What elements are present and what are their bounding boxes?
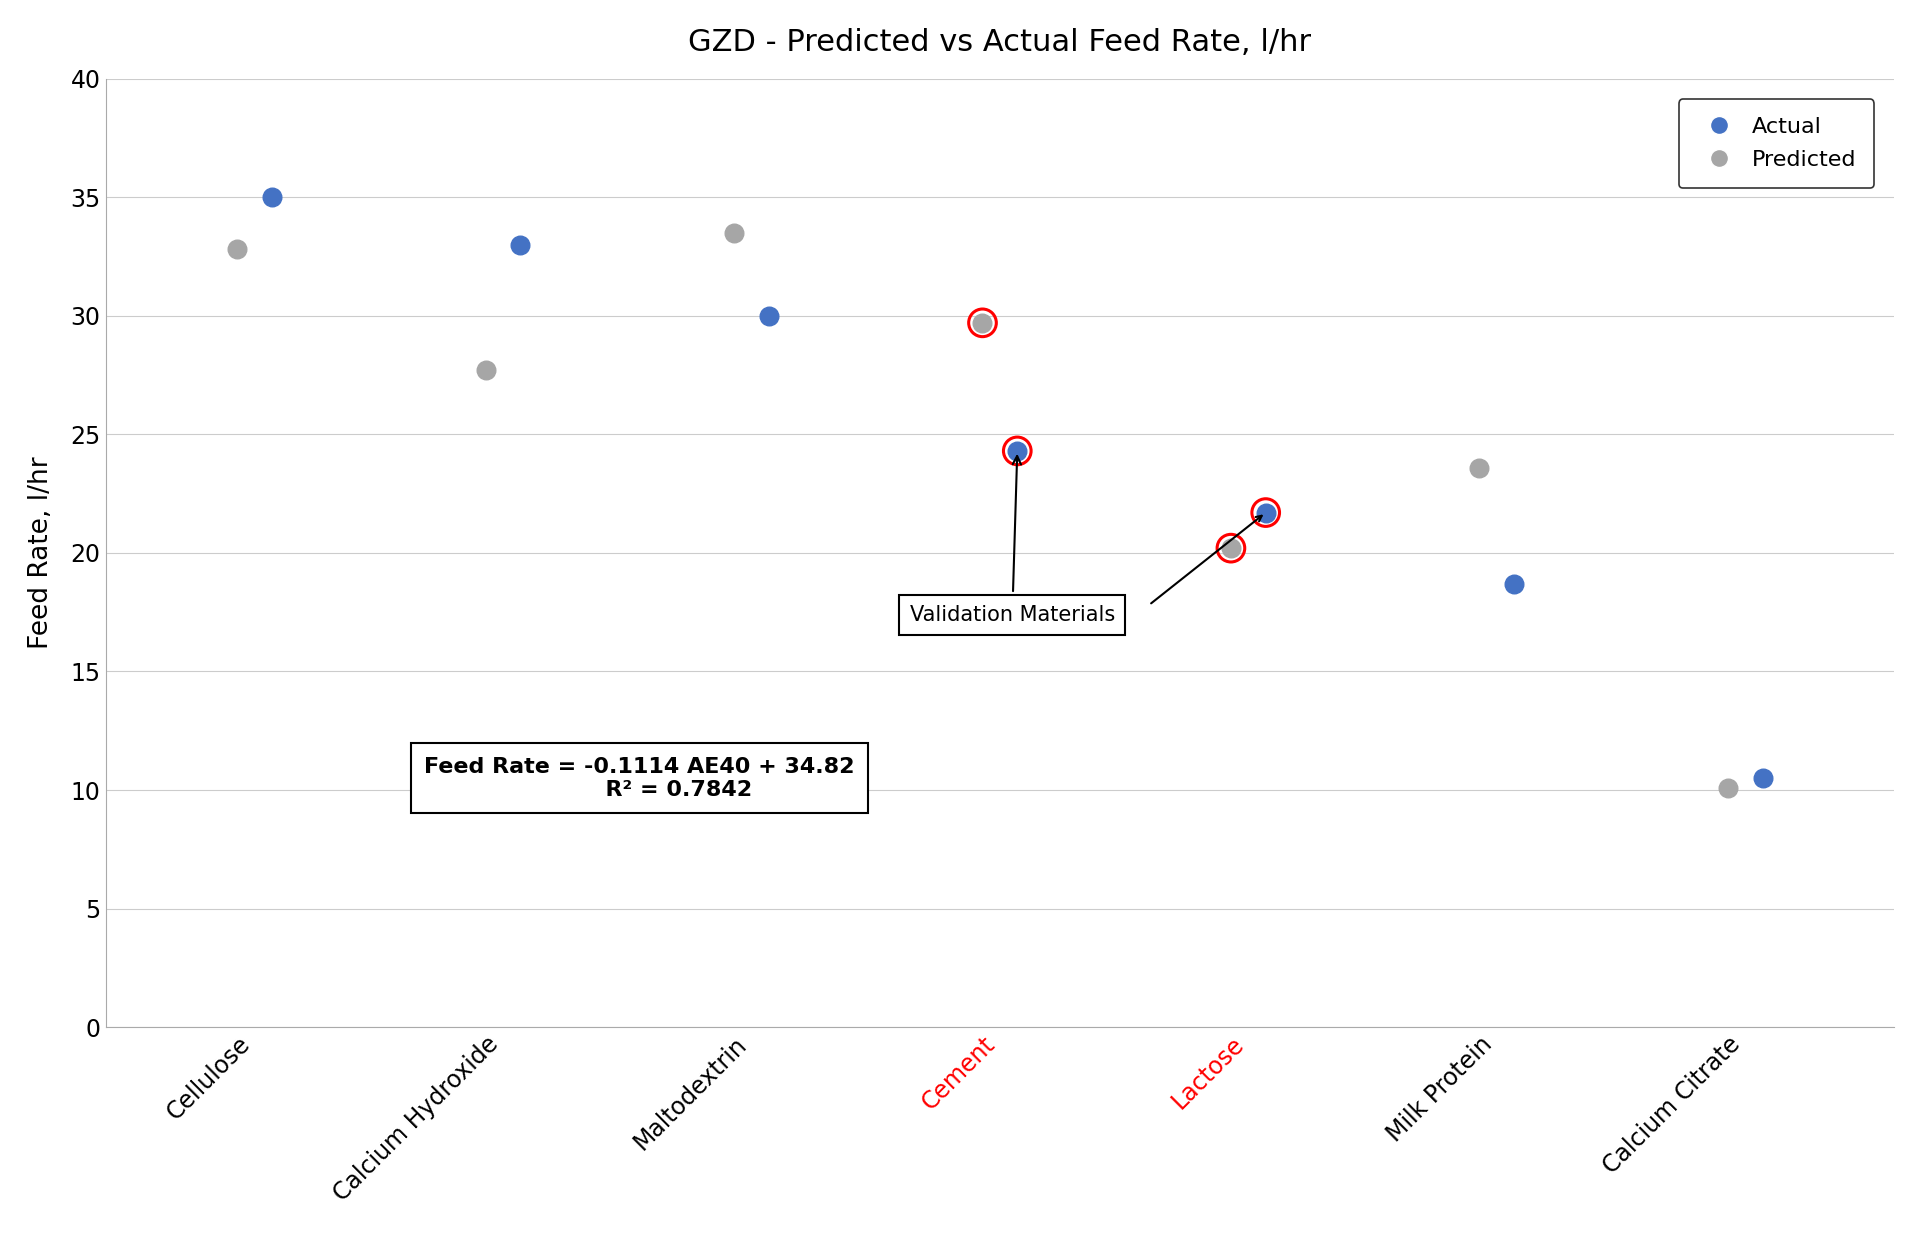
Predicted bbox=[1713, 777, 1743, 797]
Actual bbox=[258, 188, 288, 207]
Point bbox=[967, 313, 998, 333]
Actual bbox=[1251, 502, 1282, 522]
Text: Feed Rate = -0.1114 AE40 + 34.82
          R² = 0.7842: Feed Rate = -0.1114 AE40 + 34.82 R² = 0.… bbox=[425, 756, 855, 800]
Actual bbox=[505, 234, 536, 254]
Title: GZD - Predicted vs Actual Feed Rate, l/hr: GZD - Predicted vs Actual Feed Rate, l/h… bbox=[688, 28, 1311, 57]
Predicted bbox=[967, 313, 998, 333]
Actual bbox=[1499, 574, 1530, 594]
Predicted bbox=[1465, 458, 1495, 478]
Text: Validation Materials: Validation Materials bbox=[909, 457, 1115, 626]
Predicted bbox=[471, 360, 502, 380]
Actual bbox=[1747, 769, 1778, 789]
Predicted bbox=[719, 223, 750, 243]
Actual bbox=[1001, 441, 1032, 460]
Point bbox=[1215, 538, 1245, 558]
Point bbox=[1001, 441, 1032, 460]
Predicted bbox=[221, 239, 252, 259]
Actual bbox=[753, 306, 784, 326]
Y-axis label: Feed Rate, l/hr: Feed Rate, l/hr bbox=[27, 457, 54, 649]
Legend: Actual, Predicted: Actual, Predicted bbox=[1678, 99, 1874, 188]
Point bbox=[1251, 502, 1282, 522]
Predicted bbox=[1215, 538, 1245, 558]
